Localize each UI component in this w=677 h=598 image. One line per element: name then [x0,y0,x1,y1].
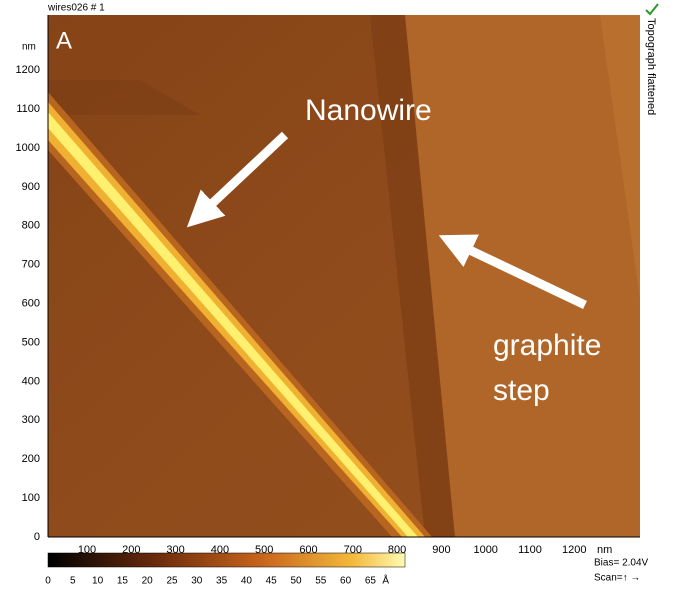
y-tick-label: 600 [22,298,40,310]
y-tick-label: 100 [22,492,40,504]
label: Nanowire [305,94,432,127]
colorbar-tick-label: 50 [290,576,302,587]
unit: nm [597,544,612,556]
bias: Bias= 2.04V [594,558,649,569]
colorbar-tick-label: 45 [266,576,278,587]
stm-figure: Nanowire graphite step A wires026 # 1 nm… [0,0,677,593]
x-tick-label: 1200 [562,544,586,556]
y-tick-label: 300 [22,414,40,426]
file-name: wires026 # 1 [47,3,105,14]
colorbar-tick-label: 5 [70,576,76,587]
colorbar-tick-label: 55 [315,576,327,587]
unit: nm [22,42,36,53]
x-tick-label: 400 [211,544,229,556]
x-tick-label: 1000 [473,544,497,556]
y-tick-label: 800 [22,220,40,232]
y-tick-label: 500 [22,336,40,348]
x-tick-label: 800 [388,544,406,556]
label: graphite [493,329,601,362]
colorbar-tick-label: 40 [241,576,253,587]
y-tick-label: 1100 [16,103,40,115]
colorbar-tick-label: 60 [340,576,352,587]
status: Topograph flattened [645,18,657,115]
colorbar-tick-label: 25 [166,576,178,587]
check-icon [646,4,658,14]
y-tick-label: 1200 [16,64,40,76]
colorbar-unit: Å [382,574,389,587]
y-tick-label: 200 [22,453,40,465]
x-tick-label: 200 [122,544,140,556]
y-tick-label: 1000 [16,142,40,154]
x-tick-label: 900 [432,544,450,556]
x-tick-label: 700 [344,544,362,556]
colorbar-tick-label: 65 [365,576,377,587]
colorbar-tick-label: 0 [45,576,51,587]
x-tick-label: 300 [166,544,184,556]
colorbar-tick-label: 30 [191,576,203,587]
y-tick-label: 400 [22,375,40,387]
x-tick-label: 600 [299,544,317,556]
y-tick-label: 900 [22,181,40,193]
scan: Scan=↑ → [594,573,640,584]
panel-label: A [56,27,72,54]
y-tick-label: 700 [22,259,40,271]
y-tick-label: 0 [34,531,40,543]
colorbar-tick-label: 15 [117,576,129,587]
colorbar-tick-label: 35 [216,576,228,587]
x-tick-label: 500 [255,544,273,556]
colorbar-tick-label: 10 [92,576,104,587]
colorbar-tick-label: 20 [142,576,154,587]
x-tick-label: 100 [78,544,96,556]
label: step [493,374,550,407]
x-tick-label: 1100 [518,544,542,556]
